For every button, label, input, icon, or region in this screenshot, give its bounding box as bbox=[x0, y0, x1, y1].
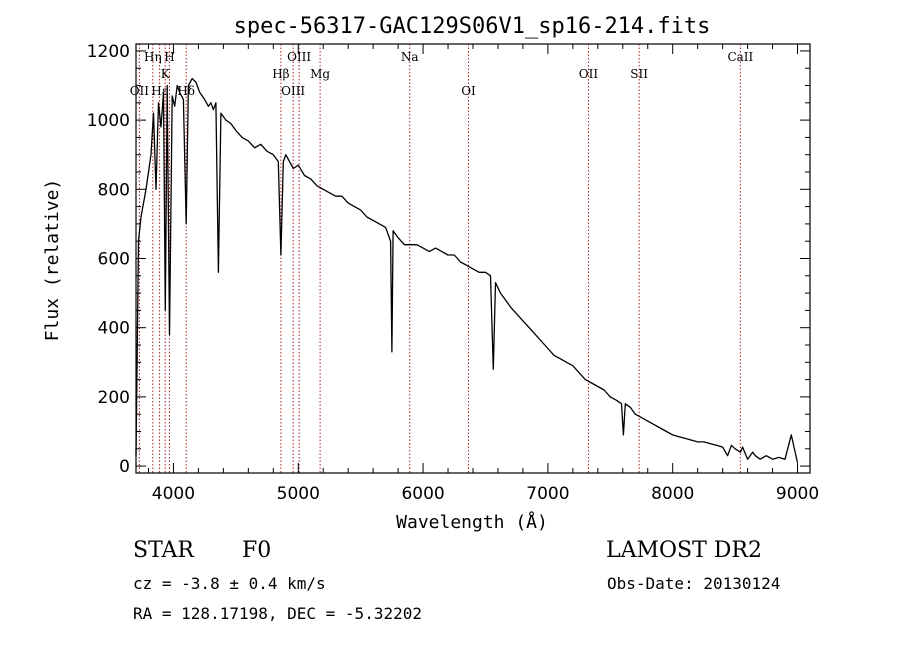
spectral-line-label: Mg bbox=[310, 67, 330, 81]
spectral-line-label: K bbox=[161, 67, 171, 81]
redshift-cz: cz = -3.8 ± 0.4 km/s bbox=[133, 574, 326, 593]
spectral-line-label: SII bbox=[630, 67, 648, 81]
y-tick-label: 200 bbox=[98, 388, 130, 408]
x-tick-label: 7000 bbox=[526, 484, 569, 504]
y-axis-label: Flux (relative) bbox=[42, 179, 63, 342]
spectral-line-markers bbox=[138, 44, 741, 473]
spectral-line-label: OII bbox=[130, 84, 150, 98]
axis-ticks: 4000 5000 6000 7000 8000 9000 0 200 400 600 800 100… bbox=[87, 42, 819, 504]
spectral-line-label: OIII bbox=[281, 84, 305, 98]
spectral-subclass: F0 bbox=[242, 538, 272, 563]
x-tick-label: 4000 bbox=[152, 484, 195, 504]
spectral-line-label: OII bbox=[579, 67, 599, 81]
coordinates: RA = 128.17198, DEC = -5.32202 bbox=[133, 604, 422, 623]
y-tick-label: 0 bbox=[119, 457, 130, 477]
spectral-line-label: OI bbox=[461, 84, 476, 98]
y-tick-label: 1000 bbox=[87, 111, 130, 131]
x-axis-label: Wavelength (Å) bbox=[396, 511, 548, 533]
x-tick-label: 8000 bbox=[651, 484, 694, 504]
y-tick-label: 400 bbox=[98, 319, 130, 339]
y-tick-label: 800 bbox=[98, 180, 130, 200]
spectrum-line bbox=[135, 77, 799, 463]
y-tick-label: 1200 bbox=[87, 42, 130, 62]
y-tick-label: 600 bbox=[98, 250, 130, 270]
survey-name: LAMOST DR2 bbox=[606, 538, 762, 563]
spectral-line-label: CaII bbox=[727, 50, 753, 64]
spectral-line-label: H bbox=[164, 50, 174, 64]
chart-title: spec-56317-GAC129S06V1_sp16-214.fits bbox=[234, 14, 711, 39]
spectral-line-label: Hη bbox=[144, 50, 162, 64]
object-class: STAR bbox=[133, 538, 194, 563]
spectral-line-label: OIII bbox=[287, 50, 311, 64]
spectral-line-label: Hε bbox=[151, 84, 168, 98]
x-tick-label: 9000 bbox=[776, 484, 819, 504]
obs-date: Obs-Date: 20130124 bbox=[607, 574, 781, 593]
spectral-line-label: Hδ bbox=[177, 84, 195, 98]
x-tick-label: 5000 bbox=[277, 484, 320, 504]
spectral-line-label: Na bbox=[401, 50, 419, 64]
plot-frame bbox=[135, 43, 811, 474]
spectral-line-label: Hβ bbox=[272, 67, 289, 81]
x-tick-label: 6000 bbox=[401, 484, 444, 504]
